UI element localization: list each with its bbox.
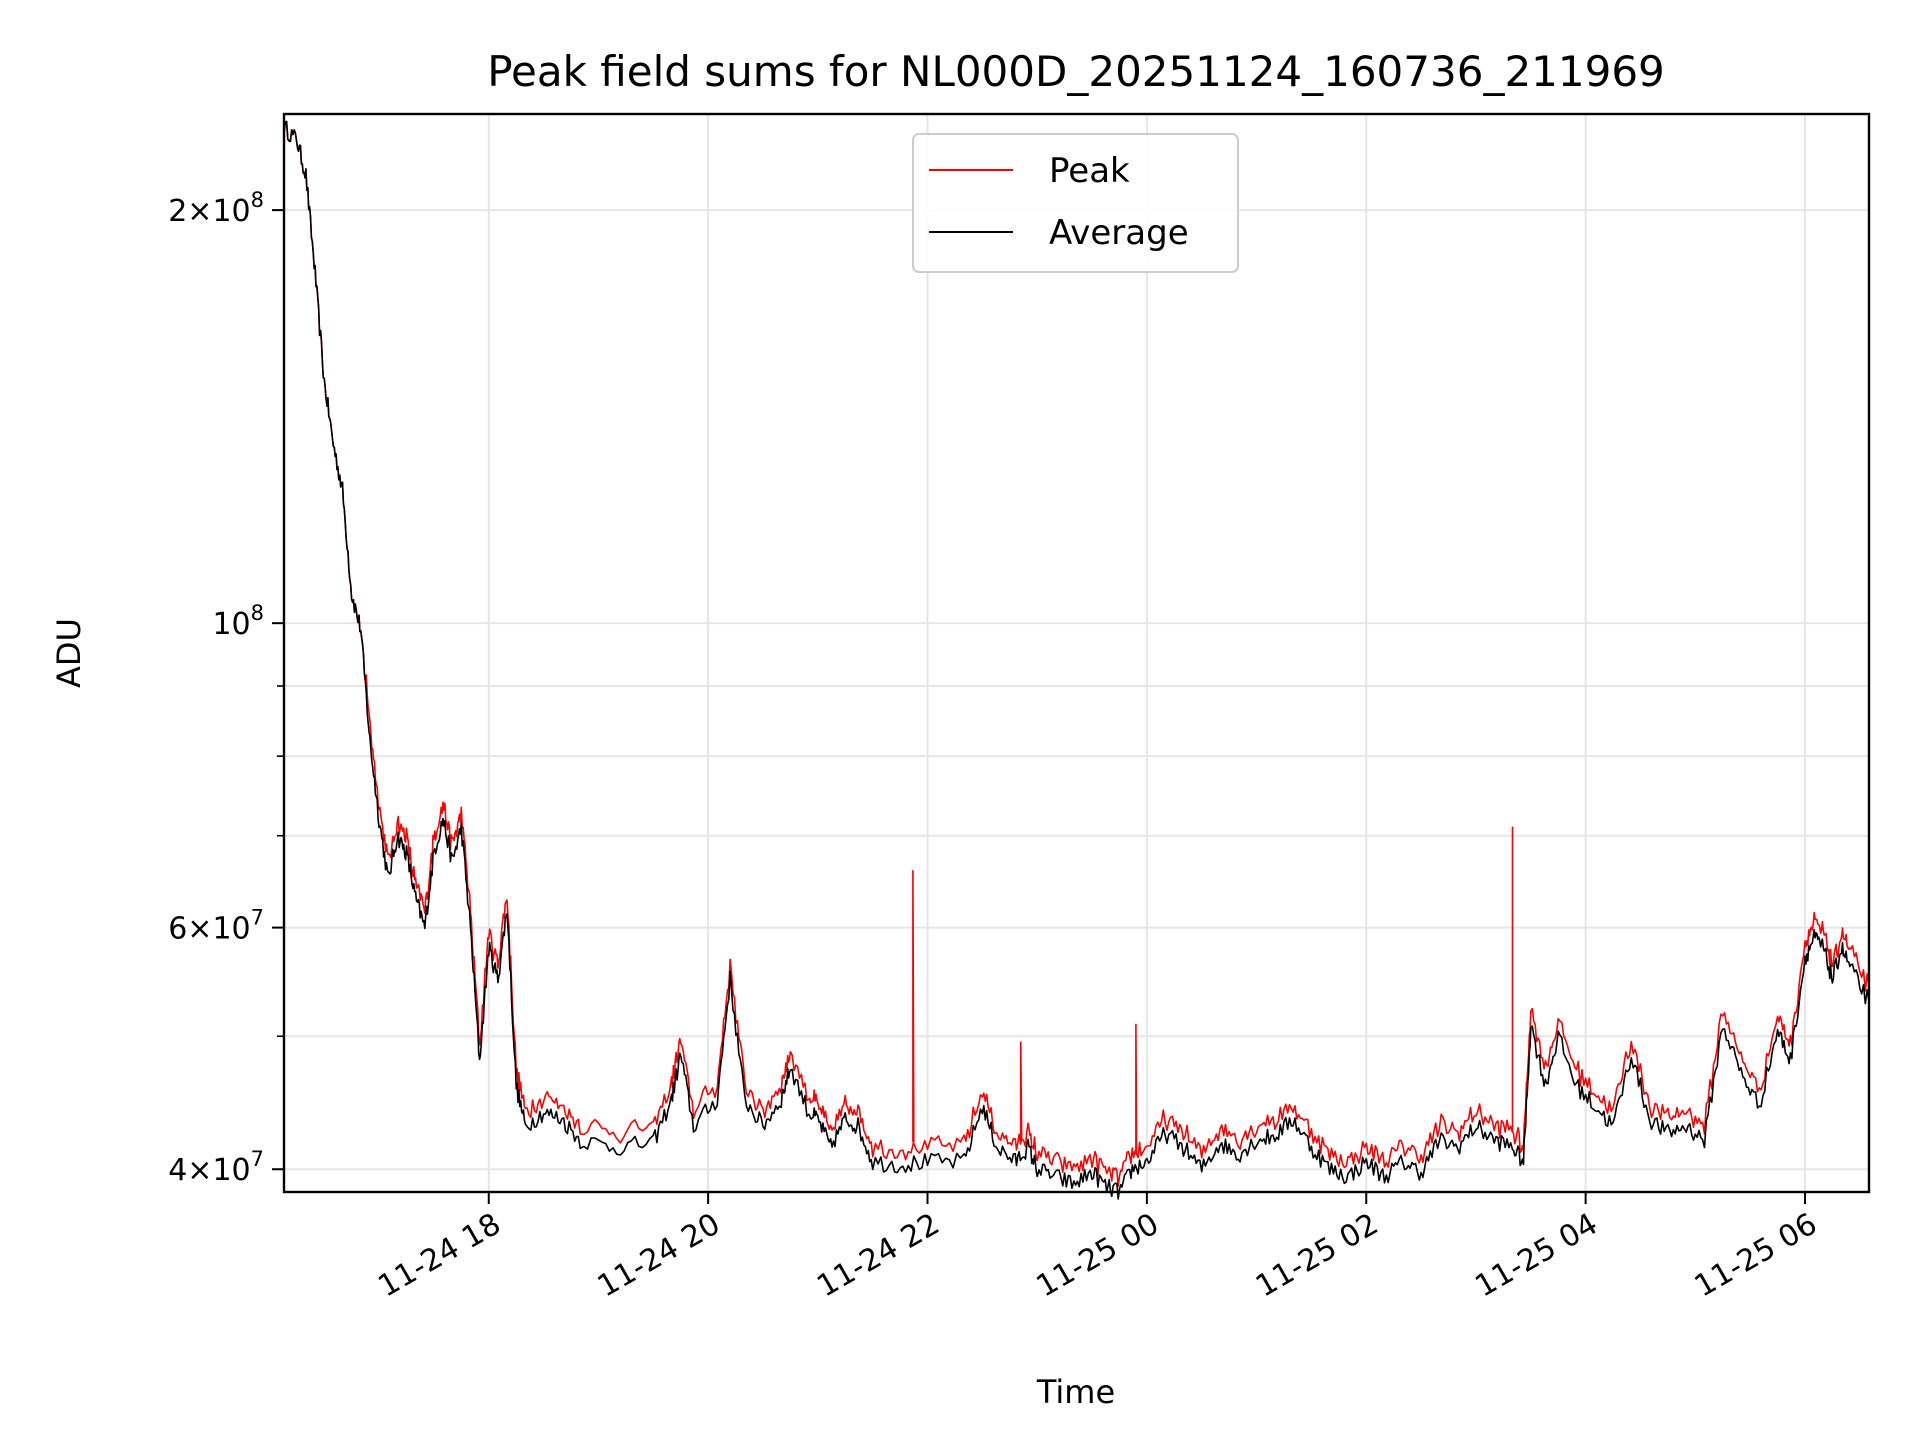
legend-average-label: Average	[1049, 213, 1189, 253]
y-tick-label-3: 2×108	[168, 188, 264, 229]
y-tick-exponent-3: 8	[251, 188, 264, 212]
plot-frame	[282, 112, 1871, 1194]
series-peak-line	[283, 120, 1870, 1187]
y-tick-label-1: 6×107	[168, 906, 264, 947]
series-average-line	[283, 120, 1870, 1200]
legend-peak-label: Peak	[1049, 151, 1130, 191]
legend: Peak Average	[912, 133, 1239, 273]
y-axis-label: ADU	[50, 618, 88, 688]
y-tick-exponent-2: 8	[251, 601, 264, 625]
y-tick-exponent-0: 7	[251, 1147, 264, 1171]
x-axis-label: Time	[1036, 1373, 1115, 1411]
legend-box	[912, 133, 1239, 273]
y-tick-label-0: 4×107	[168, 1147, 264, 1188]
chart-title: Peak field sums for NL000D_20251124_1607…	[487, 47, 1665, 96]
y-tick-exponent-1: 7	[251, 906, 264, 930]
series-lines	[283, 120, 1870, 1200]
